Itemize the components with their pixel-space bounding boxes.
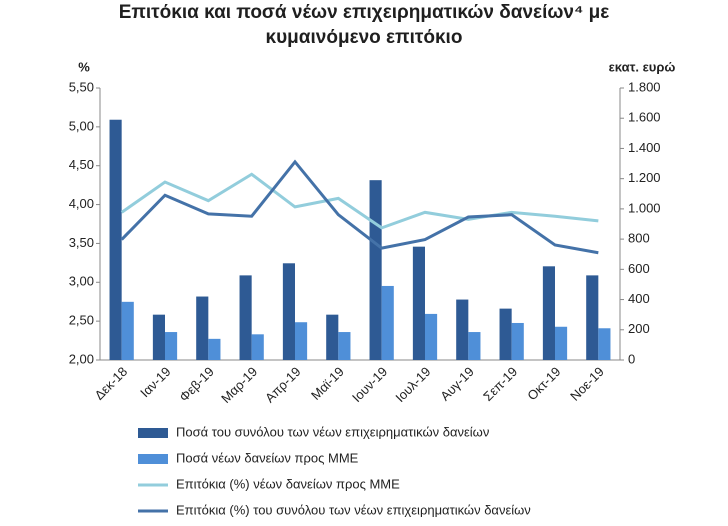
y-tick-label: 4,50 [69,157,94,172]
legend-label: Επιτόκια (%) νέων δανείων προς ΜΜΕ [176,476,400,491]
bar [282,263,295,360]
y2-axis-label: εκατ. ευρώ [609,59,676,74]
bar [499,308,512,360]
x-tick-label: Νοε-19 [567,364,607,404]
y2-tick-label: 600 [628,261,650,276]
bar [425,313,438,360]
bar [456,299,469,360]
legend-swatch [138,428,168,438]
legend-label: Ποσά του συνόλου των νέων επιχειρηματικώ… [176,424,489,439]
bar [152,314,165,360]
x-tick-label: Ιουλ-19 [392,364,433,405]
bar [542,266,555,360]
bar [295,322,308,360]
x-tick-label: Μαρ-19 [218,364,260,406]
bar [381,285,394,360]
bar [165,332,178,360]
bar [511,322,524,360]
x-tick-label: Φεβ-19 [176,364,217,405]
line [120,159,599,255]
line [120,172,599,230]
bar [468,332,481,360]
bar [555,326,568,360]
x-tick-label: Απρ-19 [262,364,304,406]
y2-tick-label: 1.000 [628,200,661,215]
bar [239,275,252,360]
y-tick-label: 3,00 [69,274,94,289]
y-tick-label: 2,00 [69,351,94,366]
bar [109,119,122,360]
x-tick-label: Αυγ-19 [437,364,477,404]
x-tick-label: Οκτ-19 [524,364,563,403]
bar [369,180,382,360]
y2-tick-label: 1.200 [628,170,661,185]
y2-tick-label: 1.800 [628,79,661,94]
legend-label: Επιτόκια (%) του συνόλου των νέων επιχει… [176,502,531,517]
y2-tick-label: 800 [628,231,650,246]
bar [208,338,221,360]
bar [598,328,611,360]
y-tick-label: 4,00 [69,196,94,211]
bar [196,296,209,360]
bar [338,332,351,360]
y2-tick-label: 200 [628,321,650,336]
x-tick-label: Μαϊ-19 [308,364,347,403]
legend-swatch [138,454,168,464]
bar [412,246,425,360]
y2-tick-label: 1.400 [628,140,661,155]
x-tick-label: Σεπ-19 [480,364,520,404]
chart-title: Επιτόκια και ποσά νέων επιχειρηματικών δ… [118,2,610,48]
y-tick-label: 2,50 [69,313,94,328]
bar [586,275,599,360]
y2-tick-label: 400 [628,291,650,306]
y2-tick-label: 0 [628,351,635,366]
bar [251,334,264,360]
x-tick-label: Δεκ-18 [91,364,130,403]
x-tick-label: Ιαν-19 [137,364,173,400]
x-tick-label: Ιουν-19 [349,364,390,405]
y-tick-label: 5,50 [69,79,94,94]
y-tick-label: 5,00 [69,118,94,133]
bar [326,314,339,360]
bar [121,301,134,360]
y-axis-label: % [78,59,90,74]
y-tick-label: 3,50 [69,235,94,250]
y2-tick-label: 1.600 [628,110,661,125]
legend-label: Ποσά νέων δανείων προς ΜΜΕ [176,450,359,465]
